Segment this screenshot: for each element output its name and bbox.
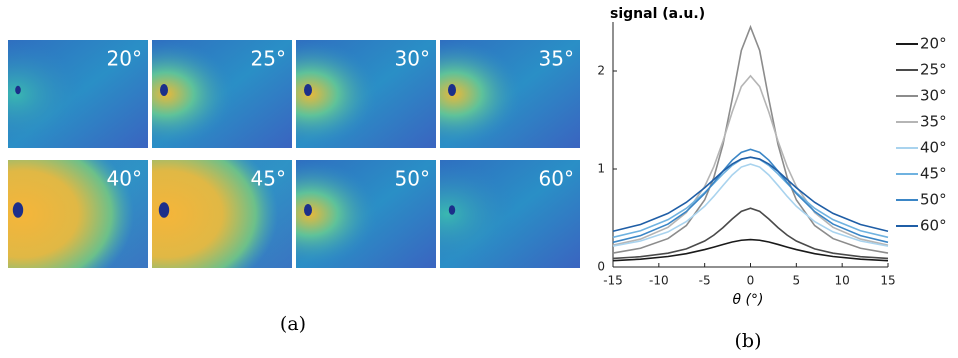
image-spot (15, 85, 21, 95)
image-spot (448, 205, 456, 215)
series-line (612, 207, 889, 260)
x-tick-label: 10 (835, 274, 850, 288)
image-spot (448, 84, 456, 96)
y-tick-label: 0 (597, 260, 605, 274)
x-tick-label: -5 (699, 274, 711, 288)
image-spot (160, 84, 168, 96)
image-glow (440, 40, 580, 148)
image-spot (304, 84, 312, 96)
x-axis-label: θ (°) (733, 292, 764, 308)
image-grid: 20° 25° 30° 35° 40° 45° 50° 60° (8, 40, 580, 268)
legend-label: 40° (920, 139, 947, 157)
caption-b: (b) (735, 330, 762, 352)
image-label: 25° (251, 47, 286, 71)
x-tick-label: 15 (880, 274, 895, 288)
legend-label: 25° (920, 61, 947, 79)
image-glow (8, 160, 148, 268)
series-line (612, 156, 889, 239)
x-tick-label: -10 (649, 274, 669, 288)
image-label: 45° (251, 167, 286, 191)
image-glow (152, 160, 292, 268)
chart-title: signal (a.u.) (610, 6, 705, 22)
caption-a: (a) (280, 313, 306, 335)
legend-label: 45° (920, 165, 947, 183)
image-spot (304, 204, 312, 216)
image-label: 20° (107, 47, 142, 71)
series-line (612, 163, 889, 247)
image-spot (12, 202, 24, 218)
image-glow (296, 160, 436, 268)
image-glow (8, 40, 148, 148)
image-spot (158, 202, 170, 218)
image-label: 40° (107, 167, 142, 191)
x-tick-label: 0 (747, 274, 755, 288)
series-line (612, 156, 889, 233)
legend-label: 20° (920, 35, 947, 53)
x-tick-label: 5 (793, 274, 801, 288)
image-label: 60° (539, 167, 574, 191)
image-glow (152, 40, 292, 148)
legend-label: 35° (920, 113, 947, 131)
y-tick-label: 2 (597, 64, 605, 78)
legend-label: 50° (920, 191, 947, 209)
legend-label: 60° (920, 217, 947, 235)
image-glow (440, 160, 580, 268)
legend-label: 30° (920, 87, 947, 105)
series-line (612, 238, 889, 262)
image-label: 50° (395, 167, 430, 191)
series-line (612, 148, 889, 244)
x-tick-label: -15 (603, 274, 623, 288)
image-label: 30° (395, 47, 430, 71)
y-tick-label: 1 (597, 162, 605, 176)
image-label: 35° (539, 47, 574, 71)
series-line (612, 24, 889, 254)
series-line (612, 74, 889, 246)
image-glow (296, 40, 436, 148)
